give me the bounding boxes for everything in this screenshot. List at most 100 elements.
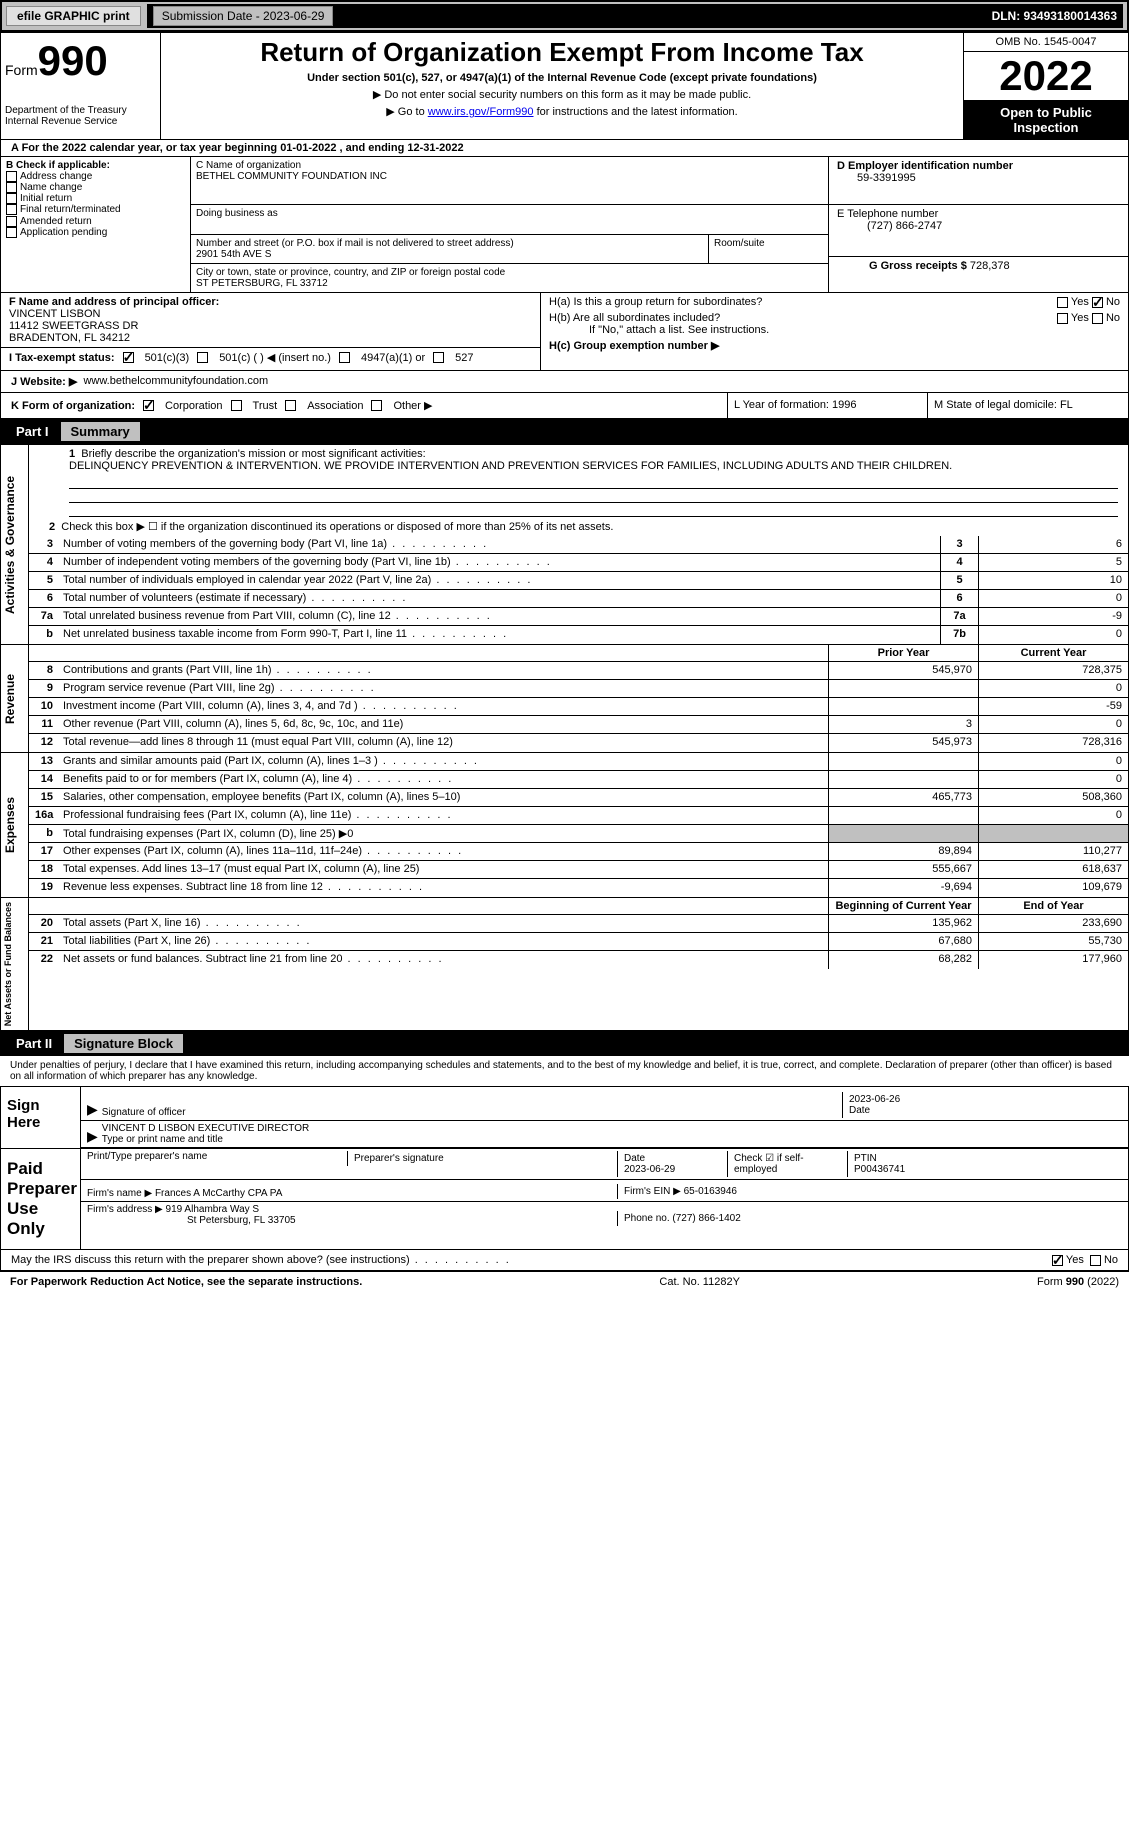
line3: Number of voting members of the governin…	[59, 536, 940, 553]
summary-netassets: Net Assets or Fund Balances Beginning of…	[0, 898, 1129, 1031]
d-label: D Employer identification number	[837, 160, 1013, 172]
summary-governance: Activities & Governance 1 Briefly descri…	[0, 444, 1129, 645]
line16b: Total fundraising expenses (Part IX, col…	[59, 825, 828, 842]
k-label: K Form of organization:	[11, 400, 135, 412]
vtab-revenue: Revenue	[1, 645, 29, 752]
l-year: L Year of formation: 1996	[728, 393, 928, 418]
line19: Revenue less expenses. Subtract line 18 …	[59, 879, 828, 897]
g-label: G Gross receipts $	[869, 260, 967, 272]
summary-expenses: Expenses 13Grants and similar amounts pa…	[0, 753, 1129, 898]
prior-year-head: Prior Year	[828, 645, 978, 661]
topbar: efile GRAPHIC print Submission Date - 20…	[0, 0, 1129, 32]
check-assoc[interactable]	[285, 400, 296, 411]
ha-label: H(a) Is this a group return for subordin…	[549, 296, 762, 308]
check-name[interactable]	[6, 182, 17, 193]
line15: Salaries, other compensation, employee b…	[59, 789, 828, 806]
c-name-label: C Name of organization	[196, 160, 301, 171]
part2-header: Part IISignature Block	[0, 1031, 1129, 1056]
j-label: J Website: ▶	[11, 375, 77, 388]
line6: Total number of volunteers (estimate if …	[59, 590, 940, 607]
hb-yes[interactable]	[1057, 313, 1068, 324]
form-subtitle: Under section 501(c), 527, or 4947(a)(1)…	[165, 72, 959, 84]
irs-link[interactable]: www.irs.gov/Form990	[428, 106, 534, 118]
line12: Total revenue—add lines 8 through 11 (mu…	[59, 734, 828, 752]
officer-street: 11412 SWEETGRASS DR	[9, 320, 138, 332]
check-amended[interactable]	[6, 216, 17, 227]
dba-label: Doing business as	[196, 208, 278, 219]
open-inspection: Open to Public Inspection	[964, 101, 1128, 139]
line1-label: Briefly describe the organization's miss…	[81, 448, 425, 460]
check-pending[interactable]	[6, 227, 17, 238]
vtab-governance: Activities & Governance	[1, 445, 29, 644]
website: www.bethelcommunityfoundation.com	[83, 375, 268, 388]
submission-date: Submission Date - 2023-06-29	[153, 6, 334, 26]
check-501c3[interactable]	[123, 352, 134, 363]
prep-date: 2023-06-29	[624, 1164, 675, 1175]
street-label: Number and street (or P.O. box if mail i…	[196, 238, 514, 249]
form-ref: Form 990 (2022)	[1037, 1276, 1119, 1288]
firm-name: Frances A McCarthy CPA PA	[155, 1188, 282, 1199]
line9: Program service revenue (Part VIII, line…	[59, 680, 828, 697]
line8: Contributions and grants (Part VIII, lin…	[59, 662, 828, 679]
firm-ein: 65-0163946	[684, 1186, 737, 1197]
f-label: F Name and address of principal officer:	[9, 296, 219, 308]
mission-text: DELINQUENCY PREVENTION & INTERVENTION. W…	[69, 460, 952, 472]
check-527[interactable]	[433, 352, 444, 363]
check-address[interactable]	[6, 171, 17, 182]
efile-button[interactable]: efile GRAPHIC print	[6, 6, 141, 26]
line5: Total number of individuals employed in …	[59, 572, 940, 589]
dept-treasury: Department of the Treasury	[5, 105, 156, 116]
room-suite: Room/suite	[708, 235, 828, 263]
ha-no[interactable]	[1092, 297, 1103, 308]
block-bcd: B Check if applicable: Address change Na…	[0, 157, 1129, 293]
irs-label: Internal Revenue Service	[5, 116, 156, 127]
b-label: B Check if applicable:	[6, 160, 110, 171]
firm-address: 919 Alhambra Way S	[166, 1204, 260, 1215]
line16a: Professional fundraising fees (Part IX, …	[59, 807, 828, 824]
sign-here-block: Sign Here ▶Signature of officer2023-06-2…	[0, 1086, 1129, 1149]
cat-no: Cat. No. 11282Y	[659, 1276, 740, 1288]
e-label: E Telephone number	[837, 208, 938, 220]
check-trust[interactable]	[231, 400, 242, 411]
form-header: Form990 Department of the Treasury Inter…	[0, 32, 1129, 140]
line17: Other expenses (Part IX, column (A), lin…	[59, 843, 828, 860]
discuss-yes[interactable]	[1052, 1255, 1063, 1266]
paperwork-notice: For Paperwork Reduction Act Notice, see …	[10, 1276, 362, 1288]
page-footer: For Paperwork Reduction Act Notice, see …	[0, 1271, 1129, 1292]
line13: Grants and similar amounts paid (Part IX…	[59, 753, 828, 770]
check-initial[interactable]	[6, 193, 17, 204]
line7b: Net unrelated business taxable income fr…	[59, 626, 940, 644]
hb-note: If "No," attach a list. See instructions…	[589, 324, 1120, 336]
hb-no[interactable]	[1092, 313, 1103, 324]
check-final[interactable]	[6, 204, 17, 215]
org-name: BETHEL COMMUNITY FOUNDATION INC	[196, 171, 387, 182]
hb-label: H(b) Are all subordinates included?	[549, 312, 720, 324]
hc-label: H(c) Group exemption number ▶	[549, 340, 719, 352]
check-4947[interactable]	[339, 352, 350, 363]
gross-receipts: 728,378	[970, 260, 1010, 272]
omb-number: OMB No. 1545-0047	[964, 33, 1128, 52]
note-ssn: ▶ Do not enter social security numbers o…	[165, 88, 959, 101]
line21: Total liabilities (Part X, line 26)	[59, 933, 828, 950]
check-501c[interactable]	[197, 352, 208, 363]
perjury-text: Under penalties of perjury, I declare th…	[0, 1056, 1129, 1086]
paid-preparer-block: Paid Preparer Use Only Print/Type prepar…	[0, 1149, 1129, 1250]
line2: Check this box ▶ ☐ if the organization d…	[61, 521, 613, 533]
line7a: Total unrelated business revenue from Pa…	[59, 608, 940, 625]
form-label: Form	[5, 62, 38, 78]
city-label: City or town, state or province, country…	[196, 267, 505, 278]
sig-date: 2023-06-26	[849, 1094, 900, 1105]
vtab-net: Net Assets or Fund Balances	[1, 898, 29, 1030]
line20: Total assets (Part X, line 16)	[59, 915, 828, 932]
line22: Net assets or fund balances. Subtract li…	[59, 951, 828, 969]
prep-name-label: Print/Type preparer's name	[87, 1151, 347, 1162]
i-label: I Tax-exempt status:	[9, 352, 115, 364]
discuss-no[interactable]	[1090, 1255, 1101, 1266]
self-employed: Check ☑ if self-employed	[727, 1151, 847, 1177]
ha-yes[interactable]	[1057, 297, 1068, 308]
line18: Total expenses. Add lines 13–17 (must eq…	[59, 861, 828, 878]
m-state: M State of legal domicile: FL	[928, 393, 1128, 418]
check-corp[interactable]	[143, 400, 154, 411]
line10: Investment income (Part VIII, column (A)…	[59, 698, 828, 715]
check-other[interactable]	[371, 400, 382, 411]
